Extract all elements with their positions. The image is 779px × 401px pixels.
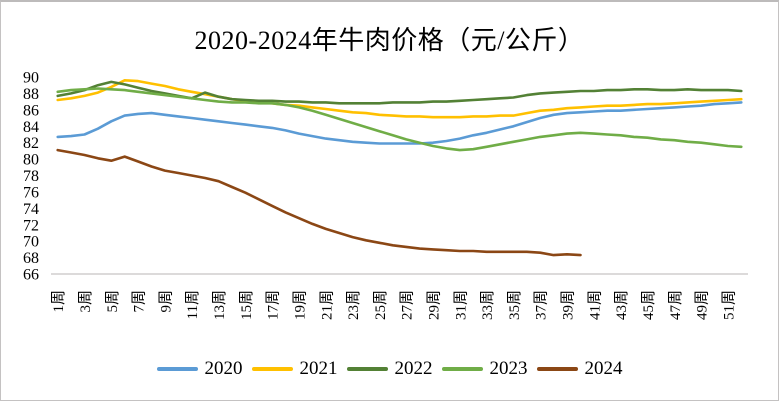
- x-tick-label: 5周: [104, 290, 121, 313]
- x-tick-label: 33周: [479, 290, 496, 320]
- y-tick-label: 72: [23, 217, 39, 234]
- x-tick-label: 35周: [506, 290, 523, 320]
- y-tick-label: 66: [23, 267, 39, 284]
- legend-swatch-2023: [441, 367, 483, 371]
- legend-item-2021: 2021: [251, 358, 338, 380]
- y-tick-label: 82: [23, 135, 39, 152]
- y-tick-label: 84: [23, 119, 39, 136]
- legend-label-2021: 2021: [299, 358, 338, 379]
- legend-item-2024: 2024: [536, 358, 623, 380]
- x-tick-label: 51周: [720, 290, 737, 320]
- x-tick-label: 21周: [318, 290, 335, 320]
- x-tick-label: 27周: [399, 290, 416, 320]
- y-tick-label: 74: [23, 201, 39, 218]
- legend-swatch-2022: [346, 367, 388, 371]
- x-tick-label: 15周: [238, 290, 255, 320]
- y-tick-label: 86: [23, 102, 39, 119]
- x-tick-label: 41周: [586, 290, 603, 320]
- line-2024: [56, 148, 582, 257]
- y-tick-label: 80: [23, 152, 39, 169]
- x-tick-label: 3周: [77, 290, 94, 313]
- x-tick-label: 7周: [131, 290, 148, 313]
- y-tick-label: 68: [23, 250, 39, 267]
- y-tick-label: 88: [23, 86, 39, 103]
- x-tick-label: 37周: [533, 290, 550, 320]
- y-tick-label: 78: [23, 168, 39, 185]
- x-tick-label: 39周: [560, 290, 577, 320]
- x-tick-label: 19周: [291, 290, 308, 320]
- legend-swatch-2024: [536, 367, 578, 371]
- x-tick-label: 9周: [157, 290, 174, 313]
- x-tick-label: 29周: [426, 290, 443, 320]
- legend-item-2020: 2020: [156, 358, 243, 380]
- legend-label-2022: 2022: [394, 358, 433, 379]
- x-tick-label: 17周: [265, 290, 282, 320]
- line-2020: [56, 101, 743, 145]
- x-tick-label: 13周: [211, 290, 228, 320]
- chart-title: 2020-2024年牛肉价格（元/公斤）: [194, 26, 585, 55]
- legend-label-2023: 2023: [489, 358, 528, 379]
- x-tick-label: 45周: [640, 290, 657, 320]
- legend-label-2024: 2024: [584, 358, 623, 379]
- line-2021: [56, 79, 743, 119]
- x-tick-label: 25周: [372, 290, 389, 320]
- x-tick-label: 31周: [452, 290, 469, 320]
- line-2023: [56, 87, 743, 152]
- legend: 2020 2021 2022 2023 2024: [1, 358, 778, 380]
- x-tick-label: 43周: [613, 290, 630, 320]
- x-tick-label: 11周: [184, 290, 201, 319]
- legend-swatch-2020: [156, 367, 198, 371]
- y-tick-label: 76: [23, 184, 39, 201]
- legend-label-2020: 2020: [204, 358, 243, 379]
- y-tick-label: 70: [23, 234, 39, 251]
- legend-item-2023: 2023: [441, 358, 528, 380]
- x-tick-label: 1周: [50, 290, 67, 313]
- y-tick-label: 90: [23, 70, 39, 87]
- x-tick-label: 49周: [694, 290, 711, 320]
- legend-swatch-2021: [251, 367, 293, 371]
- x-tick-label: 23周: [345, 290, 362, 320]
- x-tick-label: 47周: [667, 290, 684, 320]
- legend-item-2022: 2022: [346, 358, 433, 380]
